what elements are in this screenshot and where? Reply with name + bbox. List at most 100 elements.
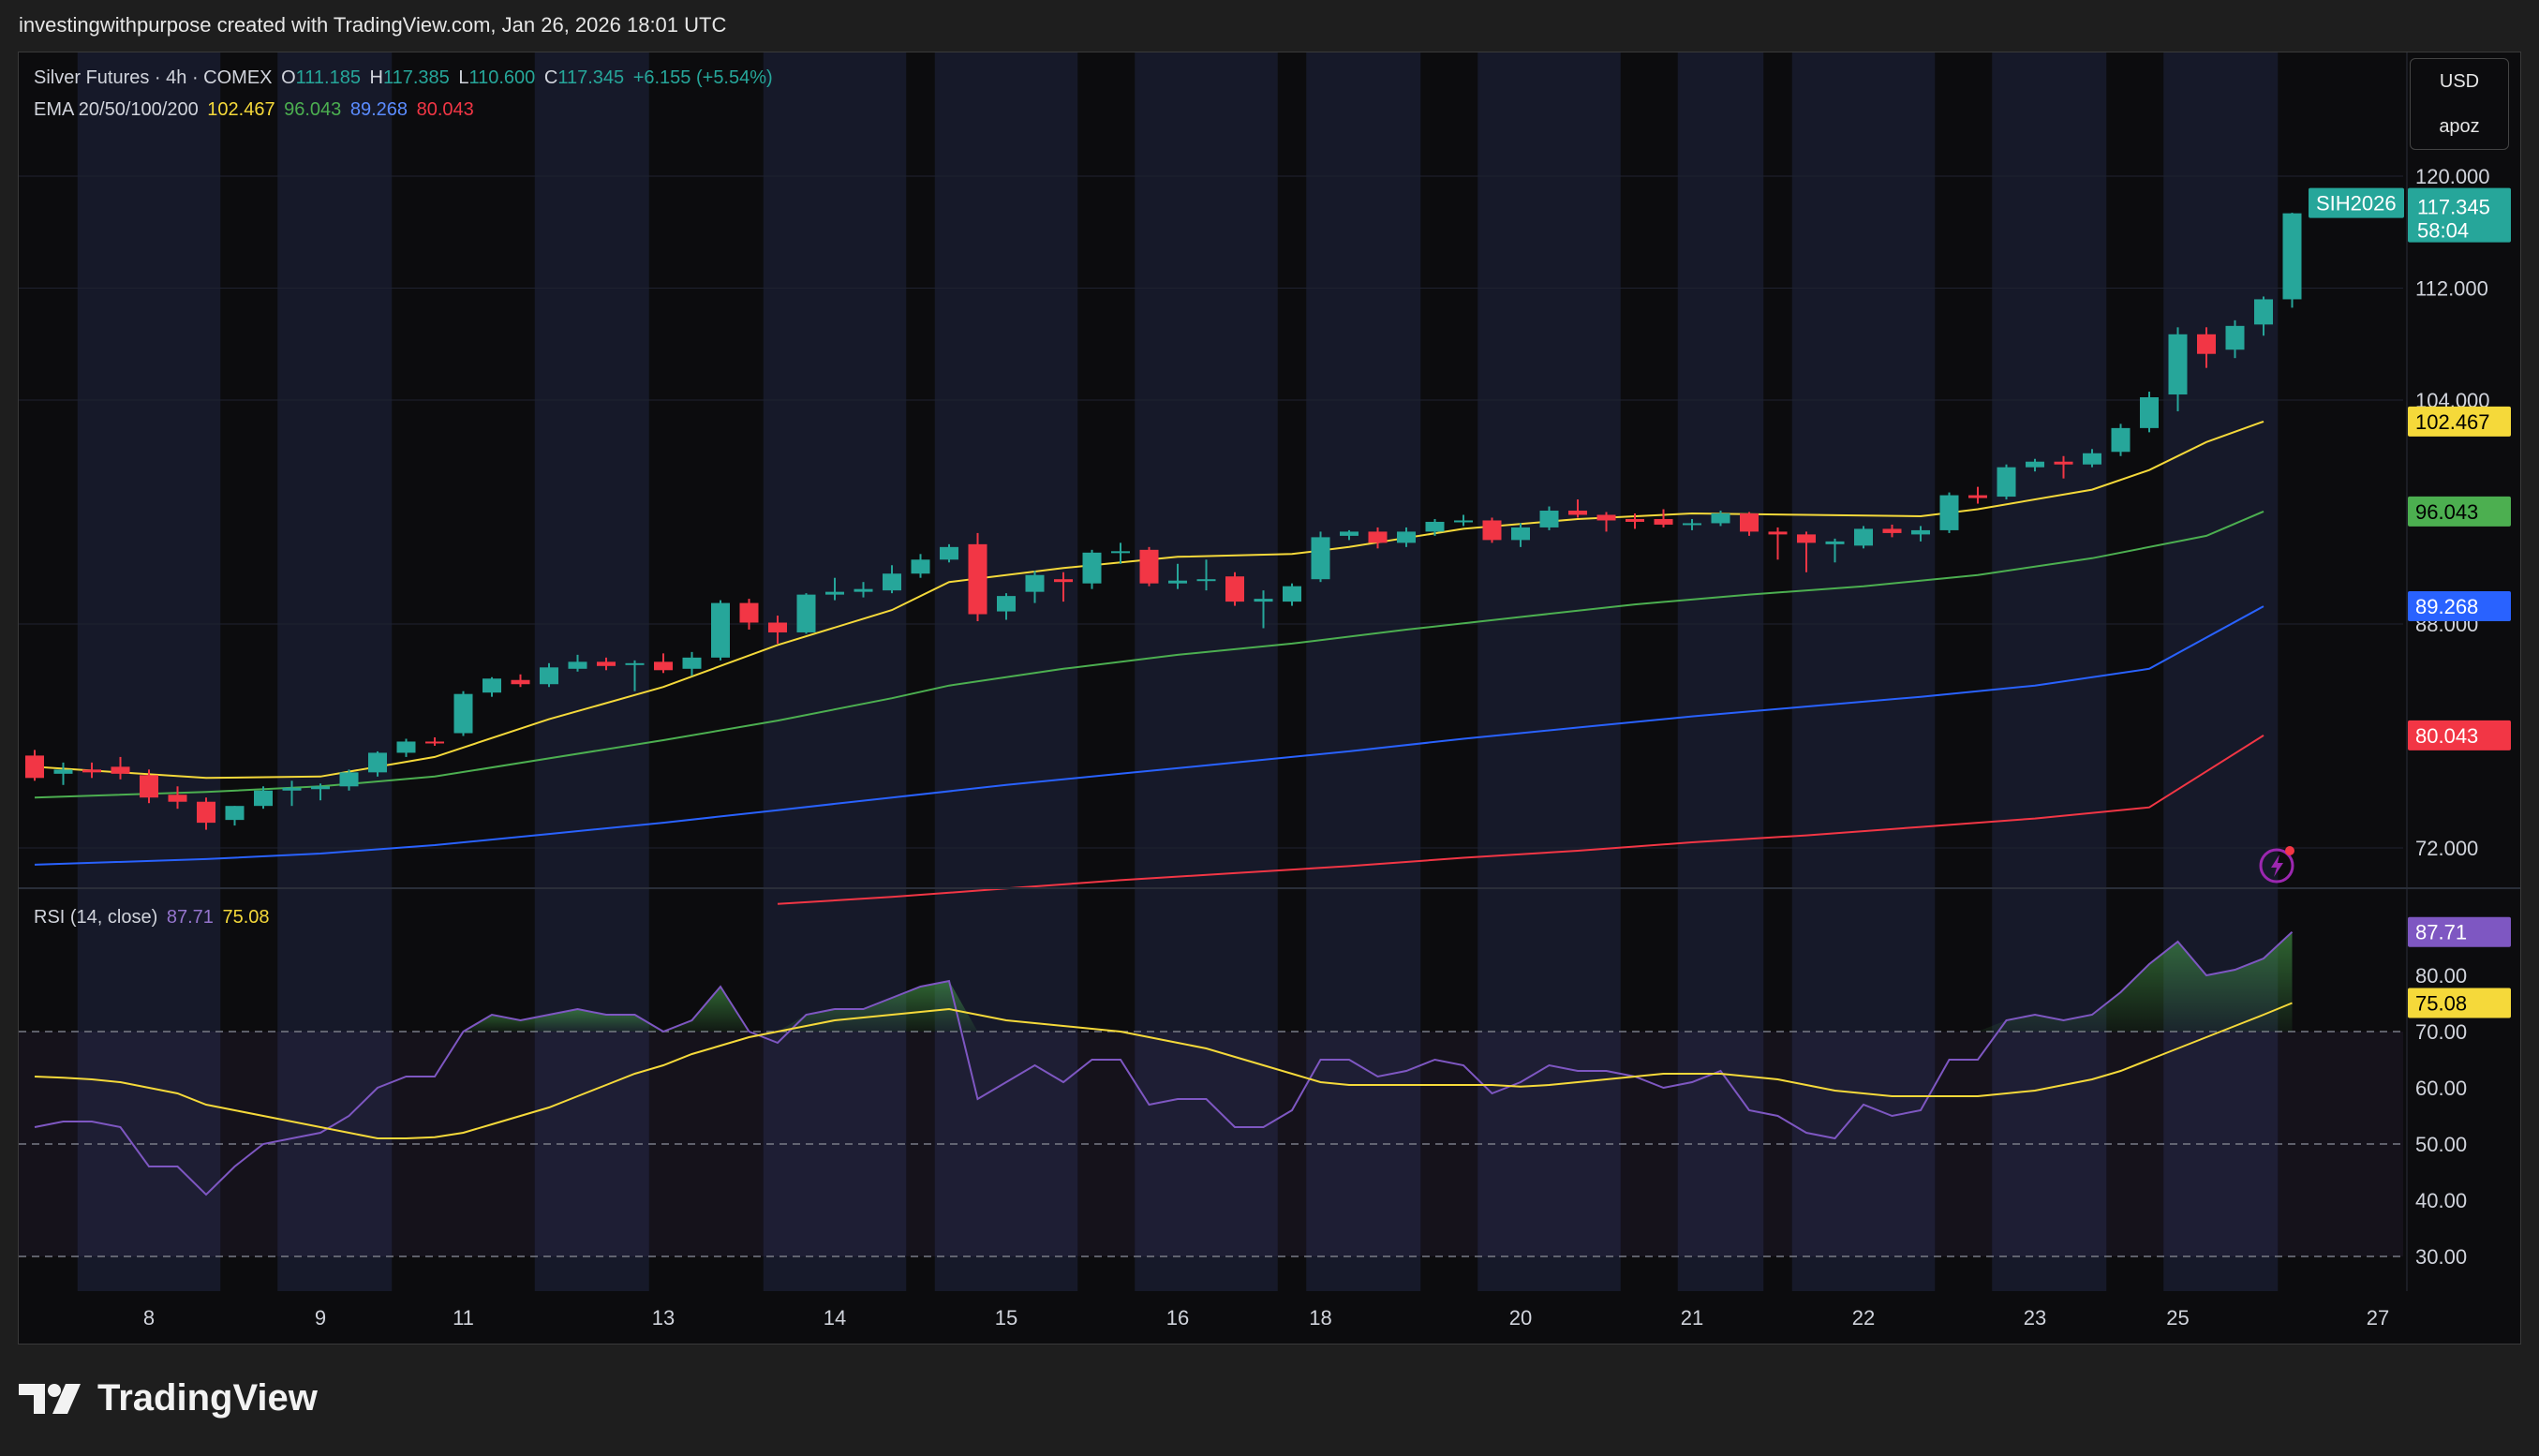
- rsi-ma-value: 75.08: [222, 907, 270, 928]
- candle: [53, 762, 73, 785]
- candle-body: [2026, 461, 2044, 468]
- candle: [1168, 563, 1187, 589]
- high-value: 117.385: [382, 67, 450, 88]
- candle: [911, 554, 930, 578]
- candle-body: [540, 667, 558, 685]
- candle: [197, 797, 215, 830]
- candle-body: [1511, 527, 1530, 541]
- rsi-badge-text: 87.71: [2415, 921, 2467, 944]
- candle-body: [1311, 537, 1330, 580]
- candle-body: [2140, 397, 2159, 428]
- candle: [2168, 327, 2188, 411]
- candle: [453, 691, 473, 736]
- ema20-badge-text: 102.467: [2415, 410, 2490, 434]
- candle: [2026, 458, 2044, 472]
- symbol-label[interactable]: Silver Futures · 4h · COMEX: [34, 67, 273, 88]
- candle-body: [1596, 514, 1616, 521]
- ticker-badge: SIH2026: [2309, 187, 2404, 218]
- low-label: L: [458, 67, 469, 88]
- candle-body: [597, 661, 616, 666]
- rsi-ma-badge-text: 75.08: [2415, 992, 2467, 1016]
- candle: [1740, 512, 1759, 536]
- time-tick-label: 25: [2166, 1306, 2189, 1330]
- candle: [1768, 527, 1788, 560]
- candle: [368, 750, 387, 777]
- candle-body: [796, 594, 816, 632]
- candle-body: [1454, 520, 1473, 523]
- ema200-badge-bg: [2408, 720, 2511, 750]
- ema-legend[interactable]: EMA 20/50/100/200 102.467 96.043 89.268 …: [34, 99, 478, 121]
- time-tick-label: 23: [2024, 1306, 2046, 1330]
- rsi-tick-label: 50.00: [2415, 1133, 2467, 1156]
- candle-body: [339, 772, 359, 787]
- ema-line-ema50: [34, 510, 2264, 799]
- time-tick-label: 16: [1166, 1306, 1189, 1330]
- candle: [1025, 571, 1045, 603]
- candle-body: [1482, 520, 1502, 541]
- candle: [1454, 514, 1473, 527]
- candle: [1939, 492, 1959, 533]
- candle: [140, 769, 158, 804]
- time-tick-label: 14: [824, 1306, 846, 1330]
- candle-body: [1225, 576, 1244, 602]
- ema200-badge: 80.043: [2408, 720, 2511, 750]
- candle-body: [1168, 580, 1187, 584]
- open-label: O: [281, 67, 296, 88]
- candle-body: [2083, 453, 2101, 465]
- candle-body: [1539, 511, 1559, 527]
- candle: [1397, 527, 1416, 547]
- candle: [1825, 538, 1845, 563]
- time-tick-label: 9: [315, 1306, 326, 1330]
- brand-name: TradingView: [97, 1377, 318, 1419]
- candle: [25, 750, 44, 781]
- time-tick-label: 13: [652, 1306, 675, 1330]
- candle-body: [1568, 511, 1587, 515]
- candle: [1854, 526, 1873, 549]
- countdown-value: 58:04: [2417, 219, 2469, 243]
- candle-body: [825, 591, 844, 595]
- tradingview-logo-icon: [19, 1383, 81, 1414]
- rsi-legend[interactable]: RSI (14, close) 87.71 75.08: [34, 907, 274, 929]
- candle: [1683, 518, 1701, 530]
- candle-body: [1425, 521, 1445, 532]
- candle-body: [25, 755, 44, 779]
- candle: [1997, 464, 2016, 500]
- rsi-ma-badge-bg: [2408, 988, 2511, 1018]
- lightning-icon[interactable]: [2258, 843, 2299, 884]
- candle: [597, 657, 616, 671]
- open-value: 111.185: [295, 67, 361, 88]
- plot-area: [19, 52, 2403, 1291]
- candle: [711, 600, 730, 661]
- time-tick-label: 20: [1509, 1306, 1532, 1330]
- candle: [625, 660, 645, 691]
- candle-body: [968, 543, 987, 615]
- candle: [2083, 449, 2101, 468]
- currency-button[interactable]: USD: [2439, 71, 2480, 92]
- candle: [1425, 518, 1445, 536]
- candle-body: [1939, 495, 1959, 530]
- candle-body: [1139, 549, 1159, 584]
- candle: [825, 577, 844, 601]
- candle: [1539, 506, 1559, 530]
- ema-line-ema200: [777, 735, 2264, 905]
- rsi-tick-label: 30.00: [2415, 1245, 2467, 1269]
- candle-body: [111, 766, 130, 774]
- candle: [1196, 559, 1216, 591]
- candle: [1054, 572, 1073, 602]
- candle: [796, 593, 816, 634]
- session-band: [763, 52, 907, 1291]
- candle-body: [1768, 531, 1788, 535]
- candle: [1111, 542, 1130, 564]
- candle: [1340, 529, 1359, 541]
- rsi-badge: 87.71: [2408, 916, 2511, 947]
- candle-body: [2168, 334, 2188, 395]
- rsi-ma-badge: 75.08: [2408, 988, 2511, 1018]
- scale-mode-button[interactable]: apoz: [2439, 116, 2480, 137]
- ticker-bg: [2309, 187, 2404, 218]
- candle-body: [911, 559, 930, 574]
- candle: [1626, 513, 1644, 529]
- ema100-badge-text: 89.268: [2415, 595, 2478, 618]
- rsi-value: 87.71: [166, 907, 214, 928]
- candle-body: [1111, 551, 1130, 554]
